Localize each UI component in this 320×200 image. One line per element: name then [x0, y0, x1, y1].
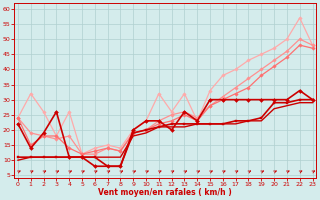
- X-axis label: Vent moyen/en rafales ( km/h ): Vent moyen/en rafales ( km/h ): [98, 188, 232, 197]
